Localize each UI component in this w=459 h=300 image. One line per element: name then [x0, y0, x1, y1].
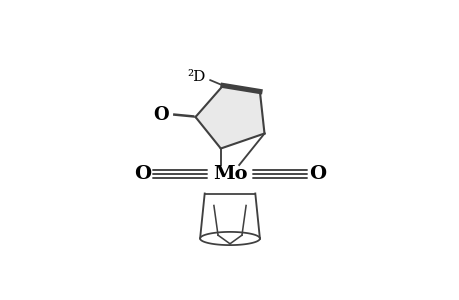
Text: O: O — [134, 165, 151, 183]
Text: O: O — [153, 106, 169, 124]
Polygon shape — [195, 85, 264, 148]
Text: Mo: Mo — [212, 165, 247, 183]
Text: ²D: ²D — [187, 70, 205, 84]
Text: O: O — [308, 165, 325, 183]
